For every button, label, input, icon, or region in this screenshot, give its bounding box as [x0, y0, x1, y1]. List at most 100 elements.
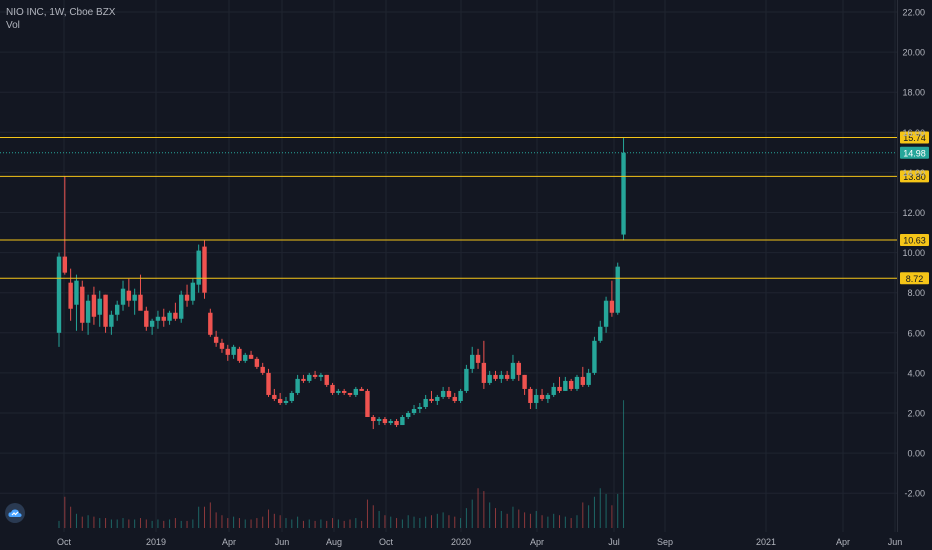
- candle-body: [592, 340, 597, 373]
- volume-bar: [215, 512, 217, 528]
- volume-bar: [64, 496, 66, 528]
- volume-bar: [145, 519, 147, 528]
- volume-bar: [495, 508, 496, 528]
- candle-body: [528, 388, 533, 403]
- volume-bar: [81, 516, 83, 528]
- price-tick-label: -2.00: [904, 489, 925, 499]
- candle-body: [563, 380, 568, 391]
- time-tick-label: 2021: [756, 537, 776, 547]
- candle-body: [161, 316, 166, 321]
- volume-bar: [326, 520, 328, 528]
- volume-bar: [198, 506, 200, 528]
- volume-bar: [169, 519, 171, 528]
- time-tick-label: 2020: [451, 537, 471, 547]
- symbol-legend[interactable]: NIO INC, 1W, Cboe BZX: [6, 7, 116, 18]
- price-axis[interactable]: 22.00 20.00 18.00 16.00 14.00 12.00 10.00 8.00 6…: [902, 8, 925, 499]
- candle-body: [557, 386, 562, 391]
- volume-bar: [139, 518, 141, 528]
- level-price-badge: [900, 170, 929, 183]
- time-axis[interactable]: Oct 2019 Apr Jun Aug Oct 2020 Apr Jul Sep 2021 Apr J…: [57, 537, 902, 547]
- volume-bar: [518, 509, 520, 528]
- volume-bar: [122, 518, 124, 528]
- candle-body: [202, 246, 207, 293]
- volume-bar: [250, 519, 252, 528]
- volume-bar: [570, 518, 572, 528]
- price-tick-label: 16.00: [902, 128, 925, 138]
- candle-body: [504, 374, 510, 379]
- last-price-label: 14.98: [903, 148, 926, 158]
- volume-bar: [110, 519, 112, 528]
- candle-body: [126, 290, 132, 301]
- volume-bar: [413, 516, 415, 528]
- candle-body: [312, 374, 318, 377]
- volume-bars: [58, 400, 625, 528]
- candle-body: [493, 374, 498, 379]
- candle-body: [225, 348, 230, 355]
- volume-bar: [465, 508, 467, 528]
- last-price-badge: [900, 146, 929, 159]
- volume-bar: [302, 520, 304, 528]
- volume-bar: [262, 516, 264, 528]
- volume-bar: [93, 516, 95, 528]
- candle-body: [382, 419, 388, 424]
- candle-body: [347, 392, 353, 395]
- time-tick-label: Oct: [379, 537, 394, 547]
- candle-body: [56, 256, 62, 333]
- volume-bar: [611, 505, 613, 528]
- volume-bar: [407, 515, 409, 528]
- candle-body: [103, 294, 108, 327]
- volume-bar: [541, 515, 543, 528]
- volume-bar: [209, 502, 211, 528]
- candle-body: [243, 354, 248, 361]
- candle-body: [510, 362, 516, 379]
- candle-body: [289, 392, 294, 401]
- candle-body: [440, 390, 446, 397]
- time-tick-label: Apr: [222, 537, 236, 547]
- candle-body: [254, 358, 260, 367]
- volume-bar: [512, 506, 514, 528]
- time-tick-label: 2019: [146, 537, 166, 547]
- volume-bar: [471, 499, 473, 528]
- candle-body: [301, 378, 306, 381]
- volume-bar: [454, 516, 456, 528]
- volume-legend[interactable]: Vol: [6, 20, 20, 31]
- price-tick-label: 22.00: [902, 8, 925, 18]
- volume-bar: [605, 493, 607, 528]
- volume-bar: [460, 518, 462, 528]
- candle-body: [400, 417, 405, 426]
- volume-bar: [442, 512, 444, 528]
- candle-body: [609, 300, 615, 313]
- volume-bar: [227, 518, 229, 528]
- volume-bar: [157, 519, 159, 528]
- volume-bar: [430, 515, 432, 528]
- candle-body: [173, 312, 178, 319]
- candle-body: [336, 390, 341, 393]
- candle-body: [411, 408, 417, 413]
- volume-bar: [233, 516, 235, 528]
- volume-bar: [390, 516, 392, 528]
- candle-body: [371, 417, 376, 422]
- price-tick-label: 14.00: [902, 168, 925, 178]
- volume-bar: [238, 518, 240, 528]
- volume-bar: [186, 520, 188, 528]
- candle-body: [62, 256, 68, 273]
- candle-body: [74, 280, 79, 305]
- level-price-label: 13.80: [903, 172, 926, 182]
- candle-body: [97, 298, 102, 315]
- candle-body: [446, 390, 452, 397]
- volume-bar: [355, 518, 357, 528]
- tradingview-cloud-icon: [8, 509, 22, 517]
- candle-body: [417, 406, 423, 409]
- price-tick-label: 8.00: [907, 288, 925, 298]
- tradingview-logo-button[interactable]: [5, 503, 25, 523]
- volume-bar: [291, 519, 293, 528]
- horizontal-levels[interactable]: 15.74 13.80 10.63 8.72 14.98: [0, 131, 929, 285]
- candle-body: [144, 310, 149, 327]
- volume-bar: [320, 519, 322, 528]
- volume-bar: [58, 520, 60, 528]
- candle-body: [615, 266, 620, 313]
- volume-bar: [192, 519, 194, 528]
- volume-bar: [99, 518, 101, 528]
- volume-bar: [617, 493, 619, 528]
